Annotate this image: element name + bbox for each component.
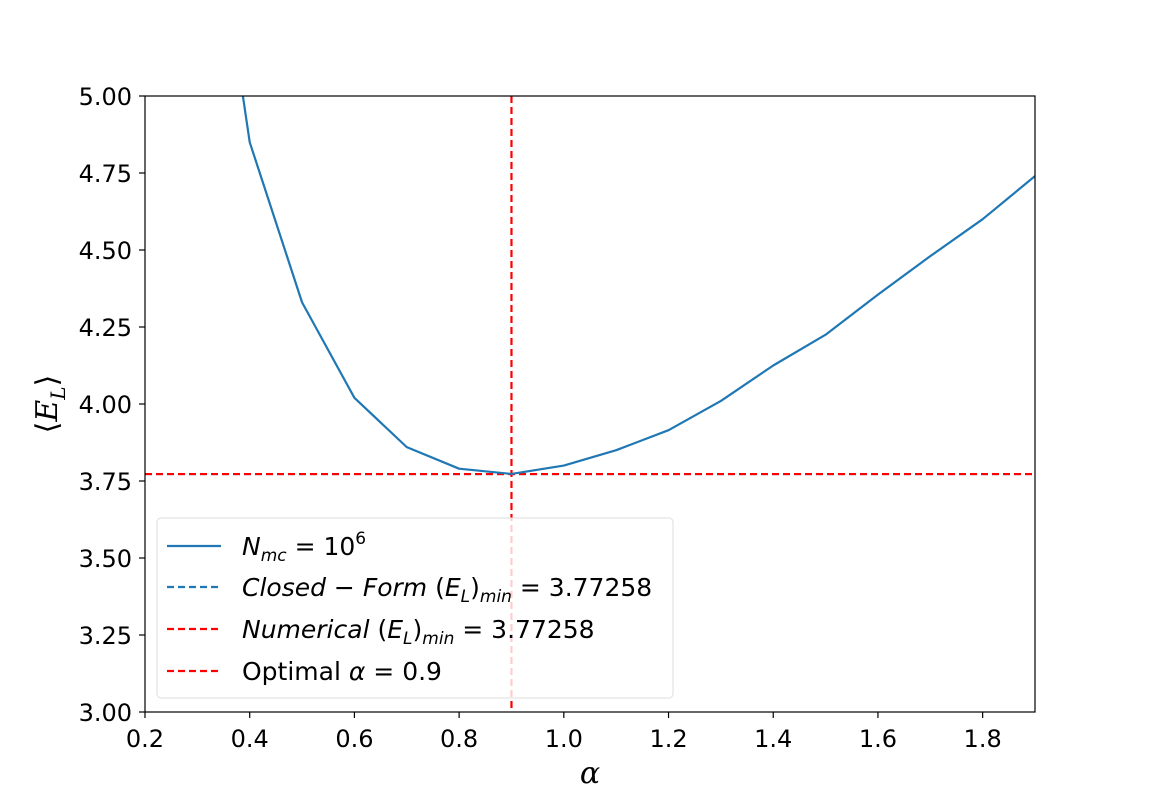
x-tick-label: 0.8 (440, 725, 478, 753)
legend-box (156, 517, 674, 699)
plot-area (145, 96, 1035, 712)
y-axis: 3.00 3.25 3.50 3.75 4.00 4.25 4.50 4.75 5.00 (79, 83, 145, 727)
y-tick-label: 3.75 (79, 468, 132, 496)
x-tick-label: 1.2 (649, 725, 687, 753)
y-tick-label: 3.50 (79, 545, 132, 573)
legend-label-series: Nmc = 106 (242, 529, 366, 566)
legend-label-optimal: Optimal α = 0.9 (242, 657, 442, 686)
y-tick-label: 5.00 (79, 83, 132, 111)
legend-label-closed-form: Closed − Form (EL)min = 3.77258 (242, 573, 652, 607)
y-tick-label: 4.00 (79, 391, 132, 419)
y-tick-label: 3.00 (79, 699, 132, 727)
x-axis: 0.2 0.4 0.6 0.8 1.0 1.2 1.4 1.6 1.8 (126, 712, 1002, 753)
x-tick-label: 1.0 (545, 725, 583, 753)
y-tick-label: 4.25 (79, 314, 132, 342)
x-tick-label: 1.8 (964, 725, 1002, 753)
legend: Nmc = 106 Closed − Form (EL)min = 3.7725… (156, 517, 674, 699)
y-axis-label: ⟨EL⟩ (30, 375, 70, 434)
x-tick-label: 0.2 (126, 725, 164, 753)
series-line-1 (241, 96, 1035, 476)
x-tick-label: 0.6 (335, 725, 373, 753)
x-tick-label: 1.6 (859, 725, 897, 753)
y-tick-label: 4.75 (79, 160, 132, 188)
y-tick-label: 3.25 (79, 622, 132, 650)
x-tick-label: 1.4 (754, 725, 792, 753)
y-tick-label: 4.50 (79, 237, 132, 265)
x-tick-label: 0.4 (231, 725, 269, 753)
svg-text:⟨EL⟩: ⟨EL⟩ (30, 375, 70, 434)
x-axis-label: α (580, 756, 600, 791)
legend-label-numerical: Numerical (EL)min = 3.77258 (242, 615, 595, 649)
